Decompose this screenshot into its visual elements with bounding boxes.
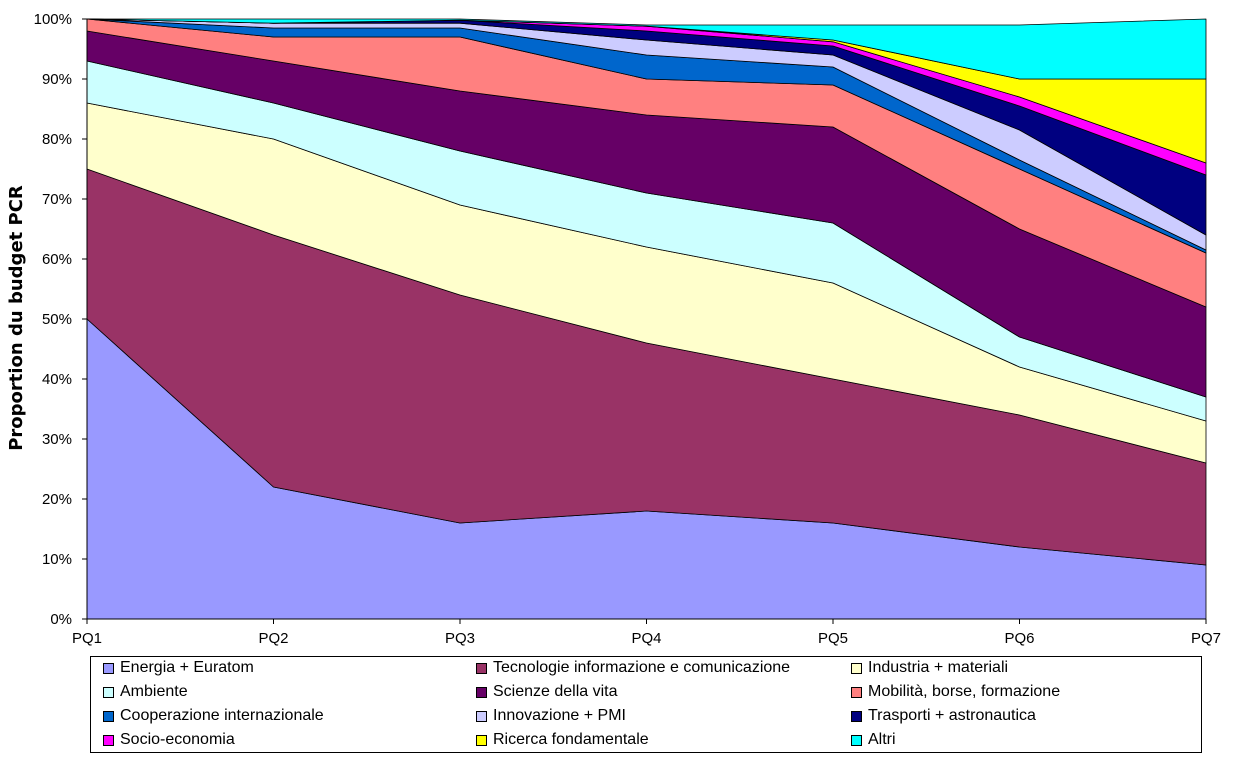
legend-label: Altri [868,731,896,748]
legend-label: Scienze della vita [493,683,618,700]
legend-swatch [476,710,487,722]
y-axis-label: Proportion du budget PCR [6,185,27,451]
x-tick-label-pq6: PQ6 [1004,630,1034,647]
legend-label: Socio-economia [120,731,235,748]
legend-label: Energia + Euratom [120,659,254,676]
axes-group: 0% 10% 20% 30% 40% 50% 60% 70% 80% 90% 100% PQ1 PQ2 P… [34,11,1221,647]
x-tick-label-pq5: PQ5 [818,630,848,647]
y-tick-label: 80% [42,131,72,148]
legend-label: Ricerca fondamentale [493,731,649,748]
legend-swatch [103,710,114,722]
x-tick-label-pq1: PQ1 [72,630,102,647]
y-tick-label: 70% [42,191,72,208]
legend-label: Cooperazione internazionale [120,707,324,724]
legend-swatch [103,686,114,698]
legend-swatch [476,662,487,674]
y-tick-label: 30% [42,431,72,448]
chart: 0% 10% 20% 30% 40% 50% 60% 70% 80% 90% 100% PQ1 PQ2 P… [6,11,1221,647]
legend-label: Trasporti + astronautica [868,707,1036,724]
legend-swatch [851,662,862,674]
y-tick-label: 10% [42,551,72,568]
y-tick-label: 100% [34,11,72,28]
legend-item-socio-economia: Socio-economia [103,730,235,750]
legend-label: Mobilità, borse, formazione [868,683,1061,700]
legend-item-energia-euratom: Energia + Euratom [103,658,254,678]
legend-item-tecnologie-informazione-e-comunicazione: Tecnologie informazione e comunicazione [476,658,790,678]
y-tick-label: 90% [42,71,72,88]
legend-label: Industria + materiali [868,659,1009,676]
legend-swatch [851,686,862,698]
legend-item-ambiente: Ambiente [103,682,188,702]
y-tick-label: 20% [42,491,72,508]
legend-swatch [476,734,487,746]
y-tick-label: 40% [42,371,72,388]
legend-swatch [103,734,114,746]
legend-label: Ambiente [120,683,188,700]
legend-swatch [103,662,114,674]
y-tick-label: 60% [42,251,72,268]
legend-item-ricerca-fondamentale: Ricerca fondamentale [476,730,649,750]
y-tick-label: 50% [42,311,72,328]
legend-item-trasporti-astronautica: Trasporti + astronautica [851,706,1036,726]
legend-swatch [851,710,862,722]
legend-label: Tecnologie informazione e comunicazione [493,659,791,676]
legend-swatch [476,686,487,698]
legend-item-industria-materiali: Industria + materiali [851,658,1008,678]
area-series-group [86,18,1207,620]
x-tick-label-pq3: PQ3 [445,630,475,647]
x-tick-label-pq4: PQ4 [631,630,661,647]
x-tick-label-pq2: PQ2 [258,630,288,647]
legend-item-scienze-della-vita: Scienze della vita [476,682,618,702]
legend: Energia + Euratom Tecnologie informazione… [90,656,1202,753]
legend-item-cooperazione-internazionale: Cooperazione internazionale [103,706,324,726]
y-tick-label: 0% [50,611,72,628]
legend-label: Innovazione + PMI [493,707,626,724]
legend-item-mobilita-borse-formazione: Mobilità, borse, formazione [851,682,1060,702]
legend-item-innovazione-pmi: Innovazione + PMI [476,706,626,726]
legend-item-altri: Altri [851,730,896,750]
legend-swatch [851,734,862,746]
x-tick-label-pq7: PQ7 [1191,630,1221,647]
area-altri [86,18,1207,80]
